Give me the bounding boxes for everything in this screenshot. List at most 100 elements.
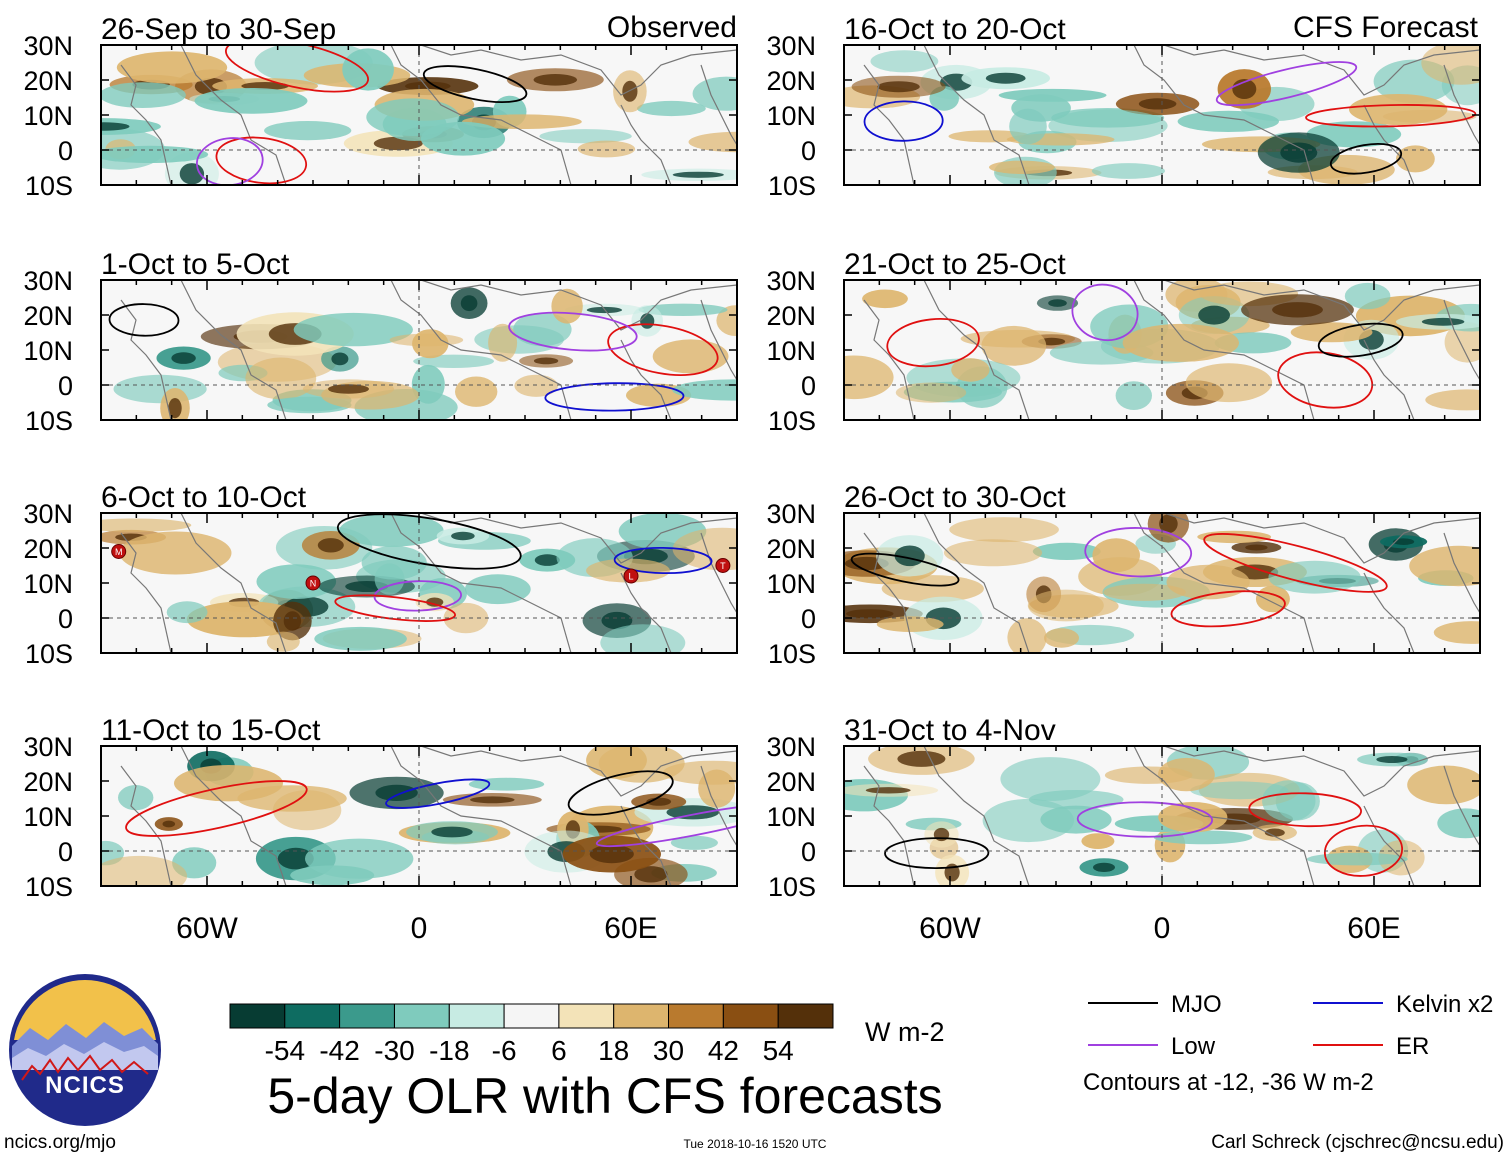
olr-anomaly [870,50,939,73]
colorbar-label: 30 [653,1035,684,1066]
contour-low [508,311,638,352]
colorbar: -54 -42 -30 -18 -6 6 18 30 42 54 [229,1003,834,1066]
lon-label: 60E [1347,912,1400,945]
legend-label: Kelvin x2 [1396,991,1493,1018]
olr-anomaly [672,379,737,401]
map-field [844,280,1480,420]
olr-anomaly [1103,583,1186,601]
olr-anomaly [1000,757,1101,801]
lat-label: 10S [25,406,73,436]
coastline [180,513,287,653]
contour-er [607,323,719,376]
olr-anomaly [943,539,1043,567]
olr-anomaly-core [865,787,911,794]
olr-anomaly-core [277,847,314,870]
map-field [101,746,737,886]
panel-title: 6-Oct to 10-Oct [101,481,307,514]
panel-title: 26-Oct to 30-Oct [844,481,1066,514]
olr-anomaly-core [241,82,289,90]
olr-anomaly [876,616,944,632]
coastline [180,746,287,886]
panel-title: 11-Oct to 15-Oct [101,714,321,747]
olr-anomaly [464,574,531,605]
olr-anomaly-core [672,171,724,178]
map-field [101,45,737,185]
olr-anomaly [513,312,572,347]
olr-anomaly-core [640,313,655,329]
storm-marker-label: L [628,572,633,582]
logo-text: NCICS [45,1072,125,1099]
coastline [700,299,737,381]
legend-label: ER [1396,1033,1429,1060]
contour-er [1277,351,1374,409]
olr-anomaly [1444,322,1480,363]
colorbar-swatch [777,1003,834,1029]
olr-anomaly-core [985,72,1026,84]
lat-label: 20N [766,767,816,797]
olr-anomaly [119,531,232,575]
panel-title: 21-Oct to 25-Oct [844,248,1066,281]
olr-anomaly [1007,618,1047,653]
contour-low [595,803,737,848]
olr-anomaly [194,88,308,114]
olr-anomaly [101,518,192,532]
olr-anomaly [293,312,413,347]
map-field [844,45,1480,185]
coastline [863,532,915,653]
olr-anomaly [637,100,706,117]
olr-anomaly [949,517,1059,543]
panel-title: 16-Oct to 20-Oct [844,13,1066,46]
coastlines [863,280,1480,420]
olr-anomaly [670,835,719,850]
contour-low [373,580,462,612]
olr-anomaly-core [846,609,894,619]
lat-label: 30N [23,31,73,61]
contour-kelvin [385,778,491,809]
colorbar-label: -42 [319,1035,359,1066]
olr-anomaly [1382,109,1477,124]
olr-anomaly [101,118,161,135]
tick-marks [100,44,738,186]
contour-er [1248,792,1362,828]
coastline [1163,513,1480,564]
lat-label: 0 [801,837,816,867]
lon-label: 60W [919,912,981,945]
olr-anomaly [186,601,304,638]
lat-label: 20N [766,301,816,331]
olr-anomaly-core [897,750,946,767]
storm-marker-label: M [115,547,123,557]
colorbar-swatch [722,1003,779,1029]
contour-er [1170,590,1286,628]
contour-er [225,45,369,93]
olr-anomaly [101,82,186,108]
olr-anomaly-core [1245,544,1268,551]
lat-label: 20N [23,66,73,96]
colorbar-swatch [448,1003,505,1029]
coastline [120,765,172,886]
colorbar-swatch [668,1003,724,1029]
olr-anomaly-core [470,796,515,804]
olr-anomaly-core [431,826,473,838]
coastline [1363,572,1415,653]
contour-kelvin [863,100,944,142]
contour-mjo [850,552,960,587]
coastlines [863,746,1480,886]
tick-marks [843,512,1481,654]
olr-anomaly-core [894,545,925,567]
lat-label: 10N [23,336,73,366]
olr-anomaly [1433,621,1480,644]
olr-anomaly-core [589,844,634,864]
colorbar-label: -54 [265,1035,305,1066]
coastline [390,513,572,653]
coastline [120,532,172,653]
coastline [1363,104,1415,185]
coastlines [120,746,737,886]
coastline [923,746,1030,886]
olr-anomaly [688,131,737,153]
coastline [180,280,287,420]
lat-label: 20N [766,534,816,564]
olr-anomaly [462,114,582,129]
olr-anomaly [366,98,460,136]
coastline [180,45,287,185]
